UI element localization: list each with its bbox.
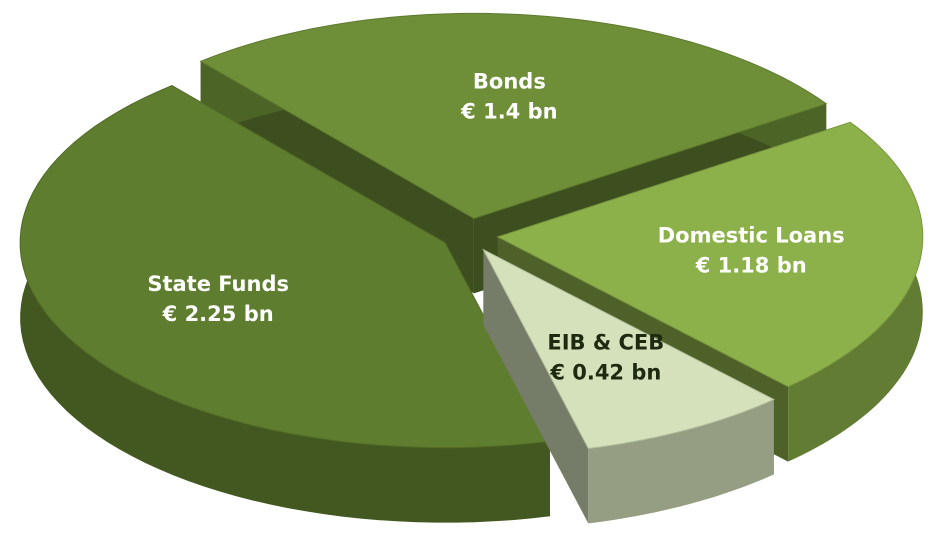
slice: State Funds € 2.25 bn [19,85,551,523]
slice-label: Domestic Loans [658,224,845,248]
slice-value-label: € 1.4 bn [460,100,557,124]
slice-side [483,249,589,524]
slice-top [199,12,828,219]
slice-label: EIB & CEB [547,331,664,355]
slice-top [19,85,551,449]
slice-wall [588,399,774,524]
slice-label: Bonds [473,70,546,94]
slice-top [482,248,775,449]
slice-value-label: € 2.25 bn [162,302,274,326]
slice-value-label: € 1.18 bn [695,254,807,278]
slice-value-label: € 0.42 bn [549,361,661,385]
slice-label: State Funds [147,272,289,296]
slice-wall [20,85,550,523]
slice: EIB & CEB € 0.42 bn [482,248,775,524]
slice-top [496,121,924,388]
